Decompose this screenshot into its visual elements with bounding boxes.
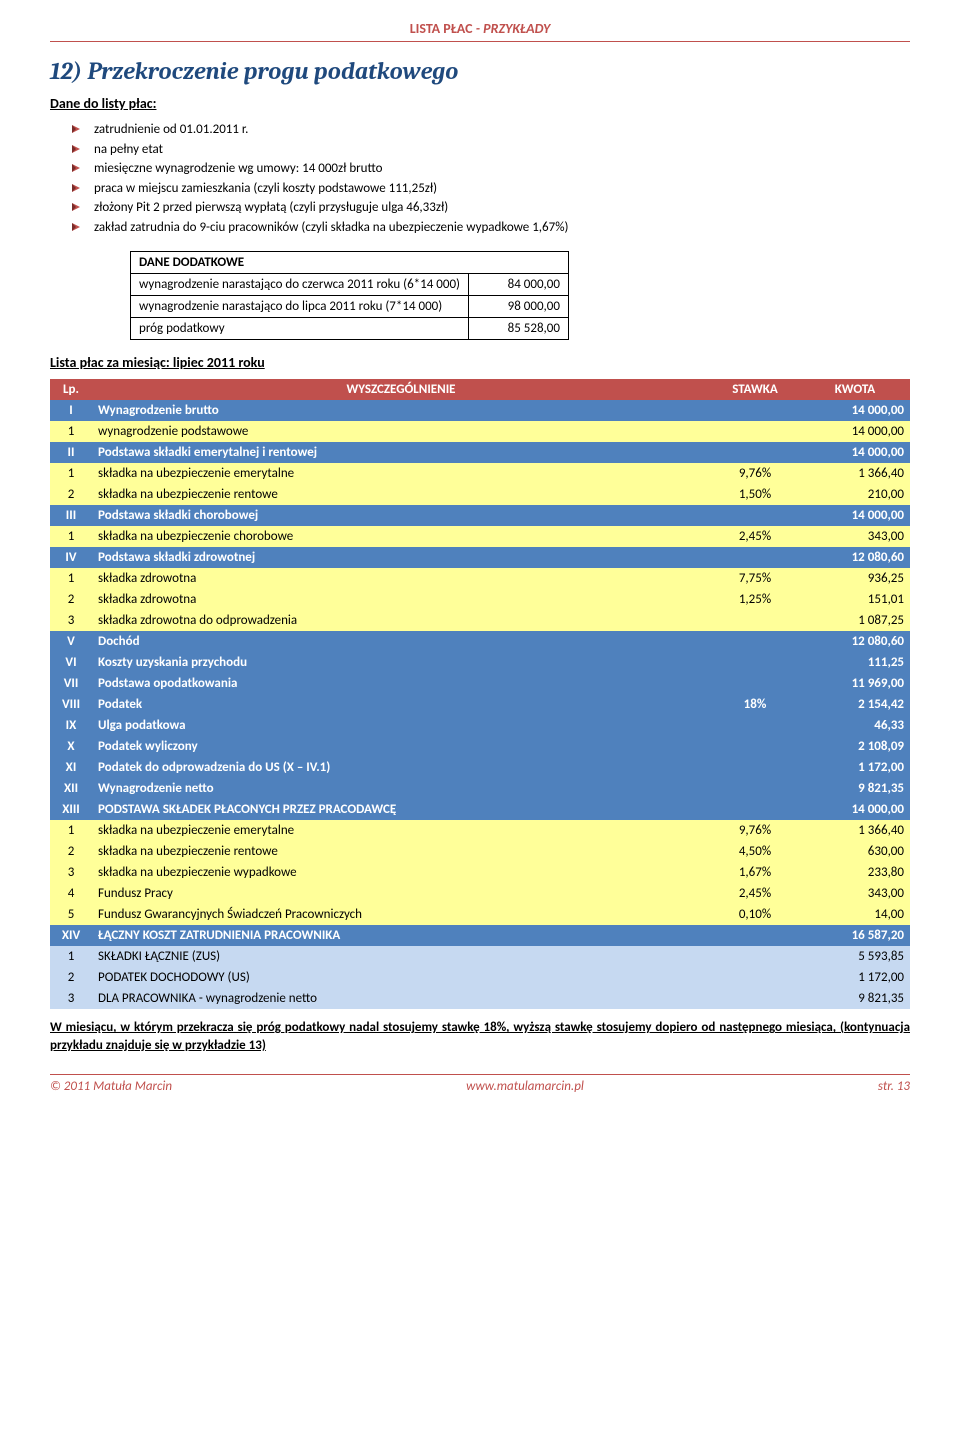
footnote: W miesiącu, w którym przekracza się próg… xyxy=(50,1019,910,1054)
table-row: wynagrodzenie narastająco do czerwca 201… xyxy=(131,274,569,296)
header-left: LISTA PŁAC xyxy=(410,20,473,37)
footer-right: str. 13 xyxy=(878,1079,910,1094)
table-row: VDochód12 080,60 xyxy=(50,631,910,652)
table-row: VIIIPodatek18%2 154,42 xyxy=(50,694,910,715)
table-row: XIIWynagrodzenie netto9 821,35 xyxy=(50,778,910,799)
table-row: 4Fundusz Pracy2,45%343,00 xyxy=(50,883,910,904)
bullet-list: zatrudnienie od 01.01.2011 r.na pełny et… xyxy=(50,120,910,237)
table-row: 3składka na ubezpieczenie wypadkowe1,67%… xyxy=(50,862,910,883)
header-right: - PRZYKŁADY xyxy=(473,20,551,37)
table-row: 1składka na ubezpieczenie emerytalne9,76… xyxy=(50,820,910,841)
table-row: IWynagrodzenie brutto14 000,00 xyxy=(50,400,910,421)
footer-left: © 2011 Matuła Marcin xyxy=(50,1079,172,1094)
table-row: XIIIPODSTAWA SKŁADEK PŁACONYCH PRZEZ PRA… xyxy=(50,799,910,820)
table-row: IXUlga podatkowa46,33 xyxy=(50,715,910,736)
page-footer: © 2011 Matuła Marcin www.matulamarcin.pl… xyxy=(50,1074,910,1094)
list-item: na pełny etat xyxy=(72,140,910,160)
table-row: XIVŁĄCZNY KOSZT ZATRUDNIENIA PRACOWNIKA1… xyxy=(50,925,910,946)
list-item: zatrudnienie od 01.01.2011 r. xyxy=(72,120,910,140)
hdr-amt: KWOTA xyxy=(800,379,910,400)
table-row: 1SKŁADKI ŁĄCZNIE (ZUS)5 593,85 xyxy=(50,946,910,967)
table-row: 2PODATEK DOCHODOWY (US)1 172,00 xyxy=(50,967,910,988)
table-header-row: Lp. WYSZCZEGÓLNIENIE STAWKA KWOTA xyxy=(50,379,910,400)
table-row: VIKoszty uzyskania przychodu111,25 xyxy=(50,652,910,673)
table-row: 3DLA PRACOWNIKA - wynagrodzenie netto9 8… xyxy=(50,988,910,1009)
table-row: 1składka na ubezpieczenie chorobowe2,45%… xyxy=(50,526,910,547)
page-title: 12) Przekroczenie progu podatkowego xyxy=(50,57,910,85)
payroll-table: Lp. WYSZCZEGÓLNIENIE STAWKA KWOTA IWynag… xyxy=(50,379,910,1009)
table-row: 5Fundusz Gwarancyjnych Świadczeń Pracown… xyxy=(50,904,910,925)
table-row: IVPodstawa składki zdrowotnej12 080,60 xyxy=(50,547,910,568)
table-row: próg podatkowy85 528,00 xyxy=(131,318,569,340)
footer-center: www.matulamarcin.pl xyxy=(466,1079,584,1094)
table-row: 3składka zdrowotna do odprowadzenia1 087… xyxy=(50,610,910,631)
table-row: 2składka na ubezpieczenie rentowe4,50%63… xyxy=(50,841,910,862)
list-title: Lista płac za miesiąc: lipiec 2011 roku xyxy=(50,354,910,371)
list-item: złożony Pit 2 przed pierwszą wypłatą (cz… xyxy=(72,198,910,218)
table-row: IIPodstawa składki emerytalnej i rentowe… xyxy=(50,442,910,463)
table-row: XIPodatek do odprowadzenia do US (X – IV… xyxy=(50,757,910,778)
table-row: 2składka zdrowotna1,25%151,01 xyxy=(50,589,910,610)
hdr-desc: WYSZCZEGÓLNIENIE xyxy=(92,379,710,400)
dane-dodatkowe-table: DANE DODATKOWE wynagrodzenie narastająco… xyxy=(130,251,569,340)
table-row: wynagrodzenie narastająco do lipca 2011 … xyxy=(131,296,569,318)
table-row: 2składka na ubezpieczenie rentowe1,50%21… xyxy=(50,484,910,505)
list-item: miesięczne wynagrodzenie wg umowy: 14 00… xyxy=(72,159,910,179)
list-item: praca w miejscu zamieszkania (czyli kosz… xyxy=(72,179,910,199)
list-item: zakład zatrudnia do 9-ciu pracowników (c… xyxy=(72,218,910,238)
table-row: XPodatek wyliczony2 108,09 xyxy=(50,736,910,757)
table-row: VIIPodstawa opodatkowania11 969,00 xyxy=(50,673,910,694)
table-row: 1składka zdrowotna7,75%936,25 xyxy=(50,568,910,589)
table-row: 1wynagrodzenie podstawowe14 000,00 xyxy=(50,421,910,442)
dane-head: DANE DODATKOWE xyxy=(131,252,569,274)
page-header: LISTA PŁAC - PRZYKŁADY xyxy=(50,20,910,42)
hdr-lp: Lp. xyxy=(50,379,92,400)
table-row: IIIPodstawa składki chorobowej14 000,00 xyxy=(50,505,910,526)
dane-subhead: Dane do listy płac: xyxy=(50,95,910,112)
table-row: 1składka na ubezpieczenie emerytalne9,76… xyxy=(50,463,910,484)
hdr-rate: STAWKA xyxy=(710,379,800,400)
